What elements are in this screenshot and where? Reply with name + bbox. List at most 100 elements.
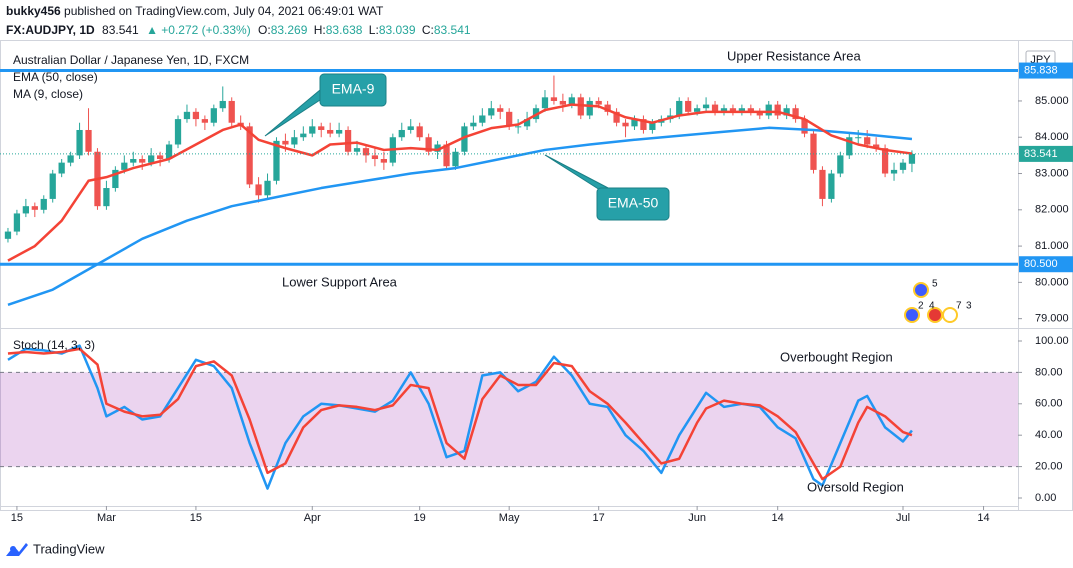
candle-body bbox=[890, 169, 898, 174]
author: bukky456 bbox=[6, 4, 61, 18]
candle-body bbox=[676, 100, 683, 116]
candle-body bbox=[640, 119, 647, 130]
y-tick-label: 80.000 bbox=[1035, 276, 1069, 288]
candle-body bbox=[568, 97, 575, 105]
price-label-bg bbox=[1019, 62, 1073, 79]
candle-body bbox=[13, 213, 21, 232]
candle-body bbox=[550, 97, 558, 101]
quote-value: 83.039 bbox=[379, 23, 416, 37]
candle-body bbox=[631, 119, 638, 127]
x-tick-label: 14 bbox=[772, 512, 784, 524]
event-count: 3 bbox=[966, 301, 972, 312]
header-line: bukky456 published on TradingView.com, J… bbox=[6, 4, 384, 18]
candle-body bbox=[344, 129, 352, 152]
candle-body bbox=[604, 104, 611, 112]
y-tick-label: 0.00 bbox=[1035, 492, 1056, 504]
quote-value: 83.541 bbox=[434, 23, 471, 37]
candle-body bbox=[855, 137, 862, 139]
event-count: 7 bbox=[956, 301, 962, 312]
candle-body bbox=[738, 108, 746, 112]
candle-body bbox=[335, 129, 343, 134]
y-tick-label: 81.000 bbox=[1035, 240, 1069, 252]
y-tick-label: 20.00 bbox=[1035, 460, 1063, 472]
candle-body bbox=[192, 111, 200, 120]
candle-body bbox=[756, 111, 763, 116]
quote-line: FX:AUDJPY, 1D 83.541 ▲ +0.272 (+0.33%) O… bbox=[6, 23, 471, 37]
candle-body bbox=[488, 108, 495, 116]
candle-body bbox=[908, 153, 916, 164]
line-series bbox=[7, 344, 913, 490]
y-tick-label: 80.00 bbox=[1035, 366, 1063, 378]
symbol: FX:AUDJPY, 1D bbox=[6, 23, 95, 37]
event-badge bbox=[942, 307, 958, 323]
candle-body bbox=[828, 173, 835, 199]
candle-body bbox=[255, 184, 262, 196]
x-tick-label: 15 bbox=[190, 512, 202, 524]
candle-body bbox=[327, 129, 334, 134]
x-tick-label: Jun bbox=[688, 512, 706, 524]
candle-body bbox=[58, 162, 65, 174]
candle-body bbox=[873, 144, 880, 149]
candle-body bbox=[720, 108, 728, 112]
y-tick-label: 84.000 bbox=[1035, 131, 1069, 143]
event-badge bbox=[913, 282, 929, 298]
candle-body bbox=[810, 133, 817, 170]
candle-body bbox=[819, 169, 826, 199]
candle-body bbox=[67, 155, 74, 163]
line-series bbox=[7, 126, 913, 307]
indicator-title: Stoch (14, 3, 3) bbox=[13, 338, 95, 352]
candle-body bbox=[747, 108, 754, 112]
callout-box bbox=[319, 73, 387, 107]
x-tick-label: 15 bbox=[11, 512, 23, 524]
annotation: Lower Support Area bbox=[282, 274, 398, 289]
x-tick-label: Mar bbox=[97, 512, 116, 524]
candle-body bbox=[595, 100, 602, 105]
candle-body bbox=[479, 115, 486, 123]
candle-body bbox=[434, 144, 441, 152]
candle-body bbox=[506, 111, 513, 127]
y-tick-label: 100.00 bbox=[1035, 335, 1069, 347]
candle-body bbox=[121, 162, 128, 170]
candle-body bbox=[31, 206, 38, 210]
candle-body bbox=[407, 126, 414, 130]
candle-body bbox=[165, 144, 173, 160]
candle-body bbox=[228, 100, 235, 123]
candle-body bbox=[729, 108, 737, 112]
candle-body bbox=[774, 104, 781, 116]
candle-body bbox=[443, 144, 450, 167]
candle-body bbox=[22, 206, 29, 214]
candle-body bbox=[183, 111, 191, 120]
candle-body bbox=[613, 111, 620, 123]
candle-body bbox=[139, 159, 146, 163]
callout-text: EMA-50 bbox=[608, 195, 659, 211]
y-tick-label: 83.000 bbox=[1035, 167, 1069, 179]
published: published on TradingView.com, July 04, 2… bbox=[61, 4, 384, 18]
price: 83.541 bbox=[102, 23, 139, 37]
plot-layer bbox=[0, 69, 1018, 490]
candle-body bbox=[559, 100, 567, 105]
x-tick-label: 19 bbox=[414, 512, 426, 524]
candle-body bbox=[649, 122, 656, 130]
candle-body bbox=[291, 137, 298, 145]
brand: TradingView bbox=[33, 541, 105, 556]
candle-body bbox=[4, 231, 12, 239]
candle-body bbox=[452, 151, 459, 167]
candle-body bbox=[899, 162, 907, 170]
annotation: Oversold Region bbox=[807, 479, 904, 494]
candle-body bbox=[425, 137, 432, 152]
x-tick-label: May bbox=[499, 512, 520, 524]
chart-title: Australian Dollar / Japanese Yen, 1D, FX… bbox=[13, 53, 249, 67]
quote-value: 83.638 bbox=[326, 23, 363, 37]
quote-value: 83.269 bbox=[271, 23, 308, 37]
candle-body bbox=[837, 155, 844, 174]
candle-body bbox=[622, 122, 629, 127]
candle-body bbox=[264, 180, 271, 196]
y-tick-label: 79.000 bbox=[1035, 313, 1069, 325]
candle-body bbox=[783, 108, 790, 116]
quote-label: L: bbox=[369, 23, 379, 37]
candle-body bbox=[201, 119, 209, 123]
candle-body bbox=[353, 148, 361, 152]
candle-body bbox=[801, 119, 808, 134]
